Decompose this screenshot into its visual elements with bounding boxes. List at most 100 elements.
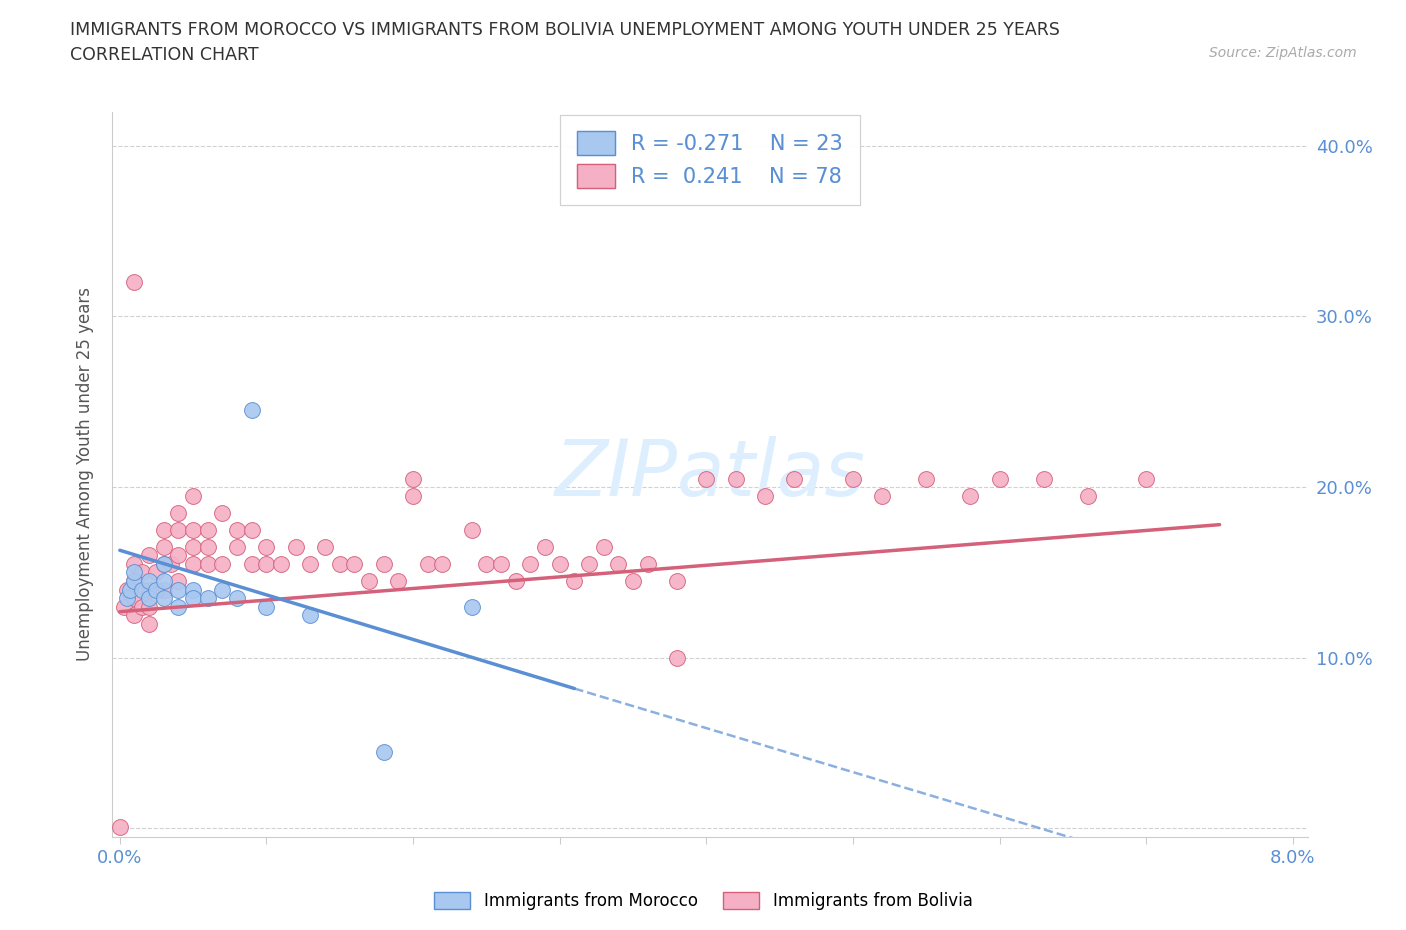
Point [167, 574, 190, 589]
Point [1077, 488, 1099, 503]
Point [181, 591, 204, 605]
Point [181, 523, 204, 538]
Point [124, 607, 146, 622]
Point [299, 556, 322, 571]
Point [226, 591, 249, 605]
Point [138, 574, 160, 589]
Point [402, 488, 425, 503]
Point [607, 556, 630, 571]
Text: CORRELATION CHART: CORRELATION CHART [70, 46, 259, 64]
Point [138, 591, 160, 605]
Point [181, 582, 204, 597]
Point [637, 556, 659, 571]
Point [373, 744, 395, 759]
Point [578, 556, 600, 571]
Point [138, 582, 160, 597]
Point [1032, 472, 1054, 486]
Point [181, 556, 204, 571]
Point [226, 539, 249, 554]
Point [197, 591, 219, 605]
Point [138, 548, 160, 563]
Point [240, 556, 263, 571]
Point [115, 582, 138, 597]
Point [160, 556, 183, 571]
Point [505, 574, 527, 589]
Point [226, 523, 249, 538]
Point [124, 574, 146, 589]
Point [666, 650, 689, 665]
Point [131, 565, 153, 580]
Point [153, 591, 176, 605]
Point [519, 556, 541, 571]
Point [131, 599, 153, 614]
Point [181, 539, 204, 554]
Point [167, 582, 190, 597]
Point [211, 505, 233, 520]
Point [915, 472, 938, 486]
Point [240, 523, 263, 538]
Point [387, 574, 409, 589]
Point [124, 556, 146, 571]
Point [167, 505, 190, 520]
Text: IMMIGRANTS FROM MOROCCO VS IMMIGRANTS FROM BOLIVIA UNEMPLOYMENT AMONG YOUTH UNDE: IMMIGRANTS FROM MOROCCO VS IMMIGRANTS FR… [70, 21, 1060, 39]
Point [197, 523, 219, 538]
Point [108, 819, 131, 834]
Point [124, 275, 146, 290]
Point [138, 599, 160, 614]
Point [240, 403, 263, 418]
Point [153, 574, 176, 589]
Point [416, 556, 439, 571]
Point [256, 599, 278, 614]
Point [153, 556, 176, 571]
Point [432, 556, 454, 571]
Point [197, 539, 219, 554]
Point [112, 599, 135, 614]
Point [343, 556, 366, 571]
Text: ZIPatlas: ZIPatlas [554, 436, 866, 512]
Point [621, 574, 644, 589]
Point [167, 548, 190, 563]
Point [592, 539, 614, 554]
Point [124, 574, 146, 589]
Point [475, 556, 498, 571]
Point [153, 582, 176, 597]
Point [314, 539, 336, 554]
Point [548, 556, 571, 571]
Point [138, 617, 160, 631]
Point [783, 472, 806, 486]
Point [181, 488, 204, 503]
Point [256, 539, 278, 554]
Point [988, 472, 1011, 486]
Point [167, 599, 190, 614]
Point [197, 556, 219, 571]
Point [256, 556, 278, 571]
Point [754, 488, 776, 503]
Point [842, 472, 865, 486]
Point [167, 523, 190, 538]
Point [145, 582, 167, 597]
Point [461, 523, 484, 538]
Y-axis label: Unemployment Among Youth under 25 years: Unemployment Among Youth under 25 years [76, 287, 94, 661]
Point [872, 488, 894, 503]
Point [373, 556, 395, 571]
Legend: Immigrants from Morocco, Immigrants from Bolivia: Immigrants from Morocco, Immigrants from… [427, 885, 979, 917]
Text: Source: ZipAtlas.com: Source: ZipAtlas.com [1209, 46, 1357, 60]
Point [124, 591, 146, 605]
Point [153, 539, 176, 554]
Point [153, 556, 176, 571]
Point [131, 582, 153, 597]
Point [211, 582, 233, 597]
Point [211, 556, 233, 571]
Point [959, 488, 981, 503]
Point [120, 582, 142, 597]
Point [534, 539, 557, 554]
Point [695, 472, 717, 486]
Point [145, 565, 167, 580]
Legend: R = -0.271    N = 23, R =  0.241    N = 78: R = -0.271 N = 23, R = 0.241 N = 78 [561, 114, 859, 205]
Point [284, 539, 307, 554]
Point [461, 599, 484, 614]
Point [564, 574, 586, 589]
Point [1135, 472, 1157, 486]
Point [115, 591, 138, 605]
Point [724, 472, 747, 486]
